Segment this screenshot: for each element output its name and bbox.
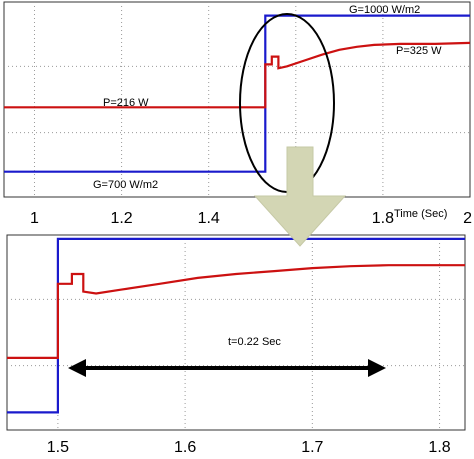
top-series xyxy=(4,14,471,173)
top-grid xyxy=(4,2,470,197)
bottom-x-tick-label: 1.5 xyxy=(47,439,69,456)
bottom-x-tick-label: 1.6 xyxy=(174,439,196,456)
top-x-tick-label: 2 xyxy=(463,210,472,227)
bottom-chart: 1.5 1.6 1.7 1.8 xyxy=(6,234,466,456)
interval-arrow-right-head xyxy=(368,359,386,377)
bottom-series-p-line xyxy=(7,264,465,359)
top-label-g-low: G=700 W/m2 xyxy=(93,179,158,191)
top-label-p-low: P=216 W xyxy=(103,97,149,109)
interval-arrow xyxy=(68,359,386,377)
top-plot-frame xyxy=(3,1,471,198)
top-chart: G=1000 W/m2 P=325 W P=216 W G=700 W/m2 1… xyxy=(3,1,472,227)
top-x-tick-label: 1.2 xyxy=(110,210,132,227)
top-x-tick-label: 1.8 xyxy=(372,210,394,227)
bottom-x-tick-label: 1.8 xyxy=(428,439,450,456)
bottom-plot-frame xyxy=(6,234,466,431)
bottom-x-ticks: 1.5 1.6 1.7 1.8 xyxy=(47,439,451,456)
top-x-axis-label: Time (Sec) xyxy=(394,208,447,220)
top-x-tick-label: 1 xyxy=(30,210,39,227)
top-label-p-high: P=325 W xyxy=(396,45,442,57)
interval-arrow-left-head xyxy=(68,359,86,377)
bottom-x-tick-label: 1.7 xyxy=(301,439,323,456)
top-label-g-high: G=1000 W/m2 xyxy=(349,4,420,16)
top-x-tick-label: 1.4 xyxy=(198,210,220,227)
top-series-p-line xyxy=(4,41,471,109)
bottom-series xyxy=(7,237,465,414)
zoom-arrow xyxy=(253,146,347,247)
interval-label: t=0.22 Sec xyxy=(228,336,281,348)
